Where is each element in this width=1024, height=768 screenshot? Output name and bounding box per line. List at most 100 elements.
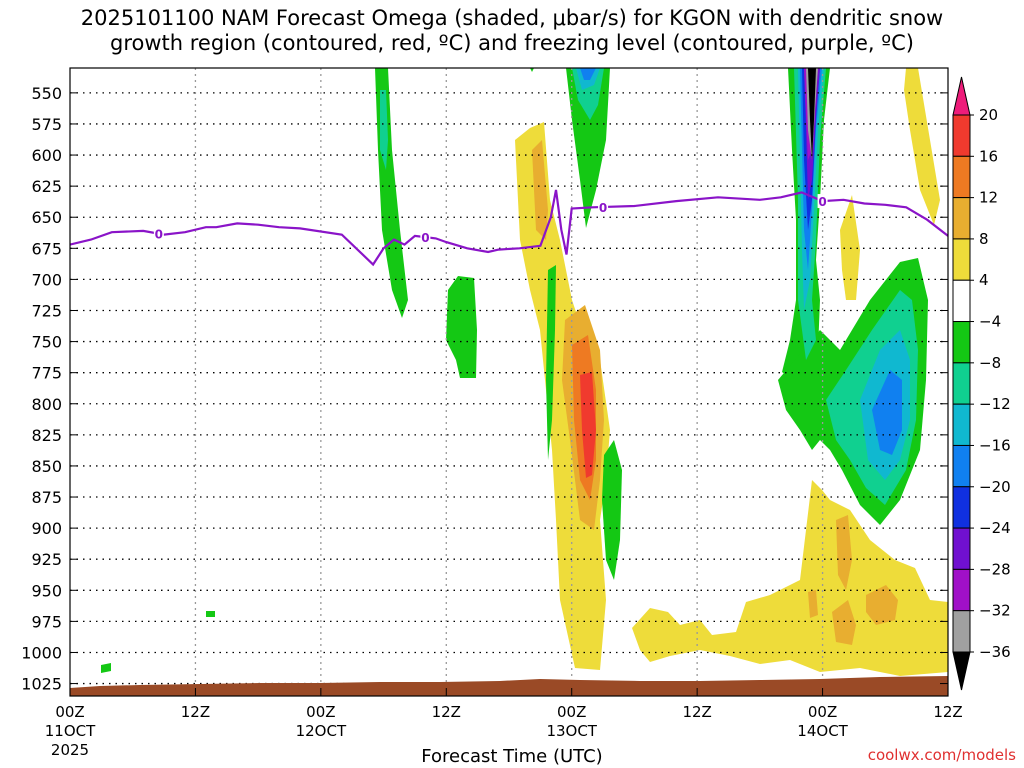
omega-shade-black-1 [808, 68, 816, 160]
x-tick-date-0: 11OCT [45, 722, 96, 740]
colorbar-box-10 [952, 486, 971, 529]
freezing-level: 0 0 0 0 [70, 189, 948, 267]
colorbar-box-12 [952, 568, 971, 612]
credit-link[interactable]: coolwx.com/models [867, 746, 1016, 764]
colorbar: 20 16 12 8 4 −4 −8 −12 −16 −20 −24 −28 −32 −36 [952, 76, 1011, 691]
y-tick-label-800: 800 [31, 395, 62, 414]
omega-shade-green-5 [566, 68, 610, 228]
colorbar-box-13 [952, 610, 971, 653]
omega-shade-orange-1 [532, 140, 548, 240]
colorbar-box-3 [952, 197, 971, 240]
colorbar-box-1 [952, 114, 971, 157]
y-tick-label-850: 850 [31, 457, 62, 476]
y-tick-label-775: 775 [31, 364, 62, 383]
x-tick-year-0: 2025 [51, 741, 89, 759]
y-tick-label-875: 875 [31, 488, 62, 507]
omega-shade-orange-3 [808, 590, 818, 618]
colorbar-box-7 [952, 362, 971, 405]
colorbar-label-10: −24 [979, 519, 1011, 537]
colorbar-label-2: 12 [979, 189, 998, 207]
y-tick-label-725: 725 [31, 301, 62, 320]
colorbar-label-0: 20 [979, 106, 998, 124]
chart-title: 2025101100 NAM Forecast Omega (shaded, μ… [0, 6, 1024, 56]
omega-shade-yellow-2 [632, 480, 948, 676]
y-tick-label-550: 550 [31, 84, 62, 103]
colorbar-label-12: −32 [979, 602, 1011, 620]
colorbar-box-9 [952, 444, 971, 488]
colorbar-box-4 [952, 238, 971, 281]
colorbar-label-6: −8 [979, 354, 1001, 372]
omega-shade-green-4 [101, 663, 111, 673]
omega-shade-green-3 [206, 611, 215, 617]
y-tick-label-1025: 1025 [21, 675, 62, 694]
plot-frame [69, 67, 949, 697]
y-tick-label-825: 825 [31, 426, 62, 445]
chart-title-line1: 2025101100 NAM Forecast Omega (shaded, μ… [80, 6, 944, 30]
y-tick-label-900: 900 [31, 519, 62, 538]
x-tick-label-0: 00Z [55, 703, 84, 721]
freezing-level-line [70, 189, 948, 267]
freezing-level-label-0: 0 [155, 228, 163, 242]
colorbar-bottom-triangle [952, 651, 971, 691]
colorbar-box-2 [952, 155, 971, 199]
colorbar-label-1: 16 [979, 147, 998, 165]
omega-shade-yellow-3 [904, 68, 940, 225]
freezing-level-label-bg-0 [153, 226, 164, 241]
freezing-level-label-3: 0 [818, 195, 826, 209]
x-tick-label-24: 00Z [306, 703, 335, 721]
y-tick-label-675: 675 [31, 239, 62, 258]
colorbar-label-4: 4 [979, 271, 989, 289]
x-tick-date-24: 12OCT [296, 722, 347, 740]
colorbar-label-11: −28 [979, 560, 1011, 578]
omega-shading [101, 68, 948, 676]
colorbar-label-3: 8 [979, 230, 989, 248]
y-tick-label-700: 700 [31, 270, 62, 289]
colorbar-box-8 [952, 403, 971, 446]
y-tick-label-1000: 1000 [21, 643, 62, 662]
terrain-surface [70, 676, 948, 696]
omega-shade-red-1 [580, 372, 596, 478]
x-tick-label-60: 12Z [682, 703, 711, 721]
x-axis-title: Forecast Time (UTC) [421, 746, 603, 767]
omega-shade-orange-4 [836, 515, 852, 590]
y-tick-label-650: 650 [31, 208, 62, 227]
x-tick-date-72: 14OCT [797, 722, 848, 740]
omega-shade-green-8 [530, 68, 534, 72]
omega-shade-green-2 [446, 276, 477, 378]
colorbar-label-8: −16 [979, 436, 1011, 454]
colorbar-label-7: −12 [979, 395, 1011, 413]
colorbar-label-13: −36 [979, 643, 1011, 661]
freezing-level-label-bg-3 [817, 194, 828, 209]
grid-lines [70, 68, 948, 696]
y-tick-label-750: 750 [31, 333, 62, 352]
x-tick-label-12: 12Z [181, 703, 210, 721]
freezing-level-label-2: 0 [599, 201, 607, 215]
y-tick-label-575: 575 [31, 115, 62, 134]
omega-shade-orange-6 [866, 585, 898, 625]
y-tick-label-925: 925 [31, 550, 62, 569]
colorbar-box-5 [952, 279, 971, 323]
x-tick-date-48: 13OCT [546, 722, 597, 740]
colorbar-top-triangle [952, 76, 971, 116]
x-tick-label-48: 00Z [557, 703, 586, 721]
y-axis: 550 575 600 625 650 675 700 725 750 775 800 825 850 8… [21, 84, 948, 694]
omega-shade-blue-2 [872, 370, 902, 455]
chart-title-line2: growth region (contoured, red, ºC) and f… [110, 31, 914, 55]
freezing-level-label-bg-2 [598, 199, 609, 214]
omega-shade-yellow-4 [840, 195, 860, 300]
colorbar-box-11 [952, 527, 971, 570]
colorbar-label-9: −20 [979, 478, 1011, 496]
omega-shade-green-6 [546, 265, 556, 460]
x-tick-label-36: 12Z [432, 703, 461, 721]
x-tick-label-84: 12Z [933, 703, 962, 721]
freezing-level-label-bg-1 [420, 230, 431, 245]
x-tick-label-72: 00Z [808, 703, 837, 721]
y-tick-label-950: 950 [31, 581, 62, 600]
y-tick-label-625: 625 [31, 177, 62, 196]
y-tick-label-975: 975 [31, 612, 62, 631]
colorbar-box-6 [952, 321, 971, 364]
omega-shade-yellow-1 [515, 122, 610, 670]
y-tick-label-600: 600 [31, 146, 62, 165]
